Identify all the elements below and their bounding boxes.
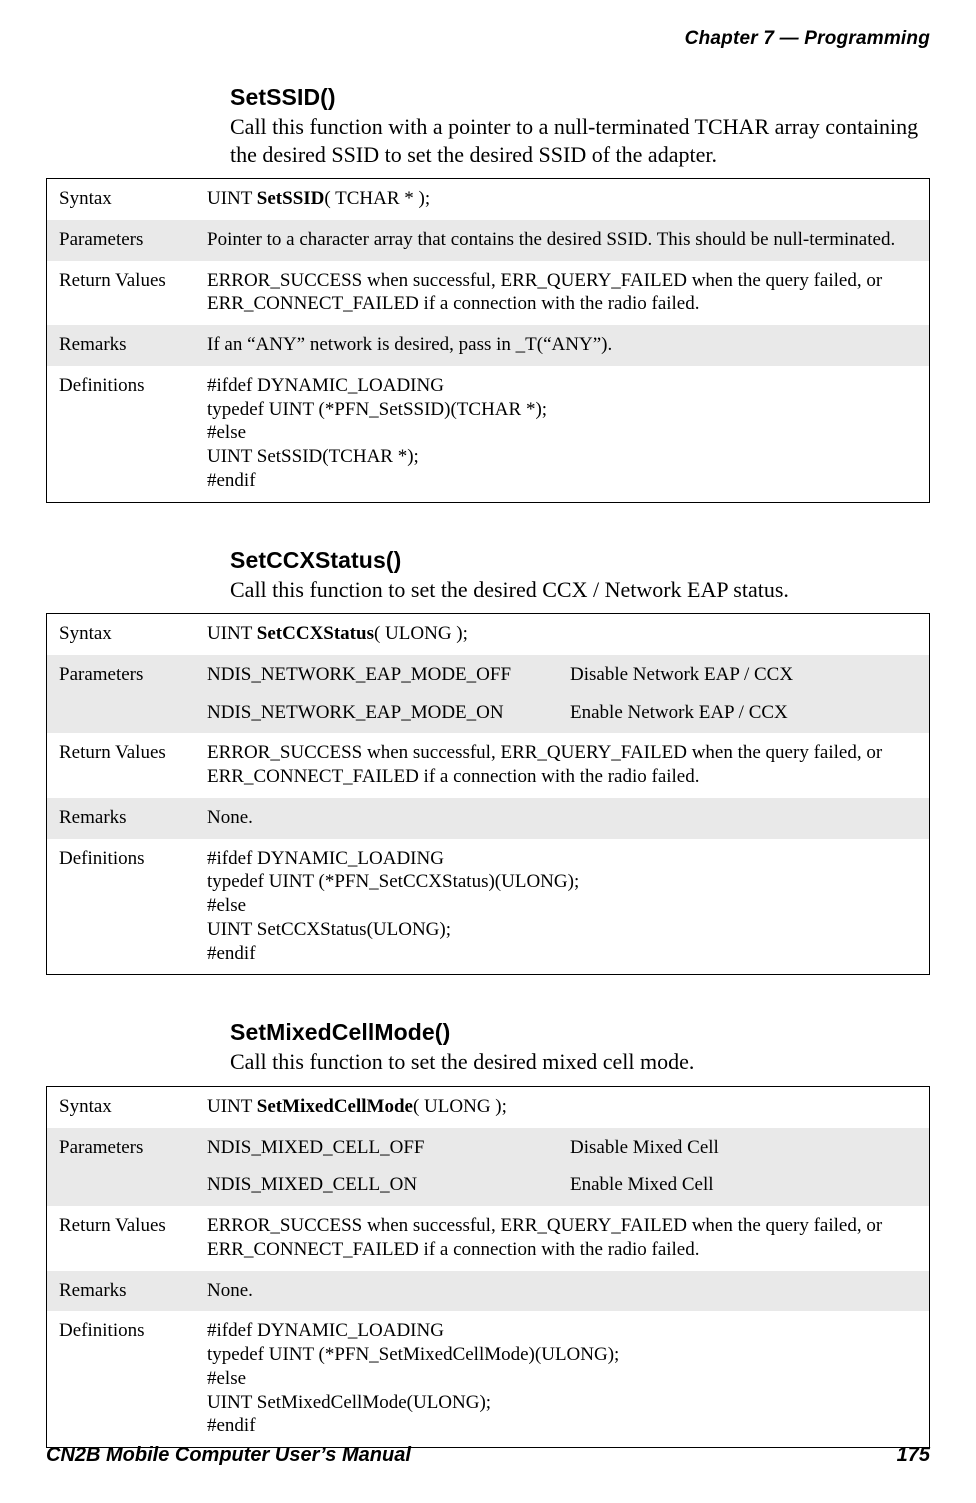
return-values-cell: ERROR_SUCCESS when successful, ERR_QUERY…	[195, 261, 930, 326]
syntax-args: ( ULONG );	[374, 623, 468, 644]
row-label-parameters: Parameters	[47, 655, 196, 734]
syntax-prefix: UINT	[207, 1096, 257, 1117]
page-footer: CN2B Mobile Computer User’s Manual 175	[46, 1444, 930, 1467]
table-row: Syntax UINT SetCCXStatus( ULONG );	[47, 614, 930, 655]
syntax-function-name: SetMixedCellMode	[257, 1096, 413, 1117]
table-row: Definitions #ifdef DYNAMIC_LOADING typed…	[47, 366, 930, 502]
chapter-title: Programming	[804, 28, 930, 49]
syntax-cell: UINT SetSSID( TCHAR * );	[195, 179, 930, 220]
parameter-name: NDIS_NETWORK_EAP_MODE_OFF	[207, 663, 556, 687]
parameter-desc: Disable Network EAP / CCX	[570, 663, 919, 687]
section-heading: SetCCXStatus()	[230, 547, 930, 574]
definitions-cell: #ifdef DYNAMIC_LOADING typedef UINT (*PF…	[195, 1311, 930, 1447]
parameter-name: NDIS_MIXED_CELL_ON	[207, 1173, 556, 1197]
parameter-desc: Enable Mixed Cell	[570, 1173, 919, 1197]
row-label-definitions: Definitions	[47, 1311, 196, 1447]
parameter-name: NDIS_MIXED_CELL_OFF	[207, 1136, 556, 1160]
row-label-syntax: Syntax	[47, 614, 196, 655]
syntax-function-name: SetSSID	[257, 188, 325, 209]
table-row: Parameters Pointer to a character array …	[47, 220, 930, 261]
chapter-label: Chapter 7 —	[685, 28, 799, 49]
table-row: Remarks If an “ANY” network is desired, …	[47, 325, 930, 366]
row-label-definitions: Definitions	[47, 839, 196, 975]
remarks-cell: None.	[195, 1271, 930, 1312]
table-row: Definitions #ifdef DYNAMIC_LOADING typed…	[47, 839, 930, 975]
row-label-syntax: Syntax	[47, 1086, 196, 1127]
section-heading: SetMixedCellMode()	[230, 1019, 930, 1046]
definitions-cell: #ifdef DYNAMIC_LOADING typedef UINT (*PF…	[195, 366, 930, 502]
row-label-remarks: Remarks	[47, 1271, 196, 1312]
parameters-cell: Pointer to a character array that contai…	[195, 220, 930, 261]
running-header: Chapter 7 — Programming	[46, 28, 930, 50]
section-description: Call this function with a pointer to a n…	[230, 113, 926, 168]
api-table: Syntax UINT SetSSID( TCHAR * ); Paramete…	[46, 178, 930, 503]
row-label-syntax: Syntax	[47, 179, 196, 220]
syntax-prefix: UINT	[207, 188, 257, 209]
return-values-cell: ERROR_SUCCESS when successful, ERR_QUERY…	[195, 733, 930, 798]
return-values-cell: ERROR_SUCCESS when successful, ERR_QUERY…	[195, 1206, 930, 1271]
row-label-definitions: Definitions	[47, 366, 196, 502]
section-description: Call this function to set the desired CC…	[230, 576, 926, 604]
page: Chapter 7 — Programming SetSSID() Call t…	[0, 0, 976, 1503]
row-label-return-values: Return Values	[47, 733, 196, 798]
manual-title: CN2B Mobile Computer User’s Manual	[46, 1444, 411, 1467]
syntax-cell: UINT SetMixedCellMode( ULONG );	[195, 1086, 930, 1127]
table-row: Remarks None.	[47, 1271, 930, 1312]
syntax-function-name: SetCCXStatus	[257, 623, 374, 644]
table-row: Return Values ERROR_SUCCESS when success…	[47, 1206, 930, 1271]
row-label-remarks: Remarks	[47, 798, 196, 839]
table-row: Syntax UINT SetSSID( TCHAR * );	[47, 179, 930, 220]
page-number: 175	[897, 1444, 930, 1467]
table-row: Return Values ERROR_SUCCESS when success…	[47, 733, 930, 798]
api-table: Syntax UINT SetMixedCellMode( ULONG ); P…	[46, 1086, 930, 1448]
parameters-cell: NDIS_MIXED_CELL_OFF Disable Mixed Cell N…	[195, 1128, 930, 1207]
parameter-desc: Enable Network EAP / CCX	[570, 701, 919, 725]
row-label-return-values: Return Values	[47, 1206, 196, 1271]
section-heading: SetSSID()	[230, 84, 930, 111]
parameter-desc: Disable Mixed Cell	[570, 1136, 919, 1160]
syntax-prefix: UINT	[207, 623, 257, 644]
row-label-return-values: Return Values	[47, 261, 196, 326]
parameter-name: NDIS_NETWORK_EAP_MODE_ON	[207, 701, 556, 725]
remarks-cell: None.	[195, 798, 930, 839]
table-row: Parameters NDIS_MIXED_CELL_OFF Disable M…	[47, 1128, 930, 1207]
parameters-cell: NDIS_NETWORK_EAP_MODE_OFF Disable Networ…	[195, 655, 930, 734]
syntax-args: ( TCHAR * );	[324, 188, 430, 209]
table-row: Return Values ERROR_SUCCESS when success…	[47, 261, 930, 326]
table-row: Syntax UINT SetMixedCellMode( ULONG );	[47, 1086, 930, 1127]
section-description: Call this function to set the desired mi…	[230, 1048, 926, 1076]
row-label-parameters: Parameters	[47, 1128, 196, 1207]
syntax-args: ( ULONG );	[413, 1096, 507, 1117]
remarks-cell: If an “ANY” network is desired, pass in …	[195, 325, 930, 366]
syntax-cell: UINT SetCCXStatus( ULONG );	[195, 614, 930, 655]
row-label-remarks: Remarks	[47, 325, 196, 366]
definitions-cell: #ifdef DYNAMIC_LOADING typedef UINT (*PF…	[195, 839, 930, 975]
api-table: Syntax UINT SetCCXStatus( ULONG ); Param…	[46, 613, 930, 975]
table-row: Definitions #ifdef DYNAMIC_LOADING typed…	[47, 1311, 930, 1447]
table-row: Parameters NDIS_NETWORK_EAP_MODE_OFF Dis…	[47, 655, 930, 734]
table-row: Remarks None.	[47, 798, 930, 839]
row-label-parameters: Parameters	[47, 220, 196, 261]
